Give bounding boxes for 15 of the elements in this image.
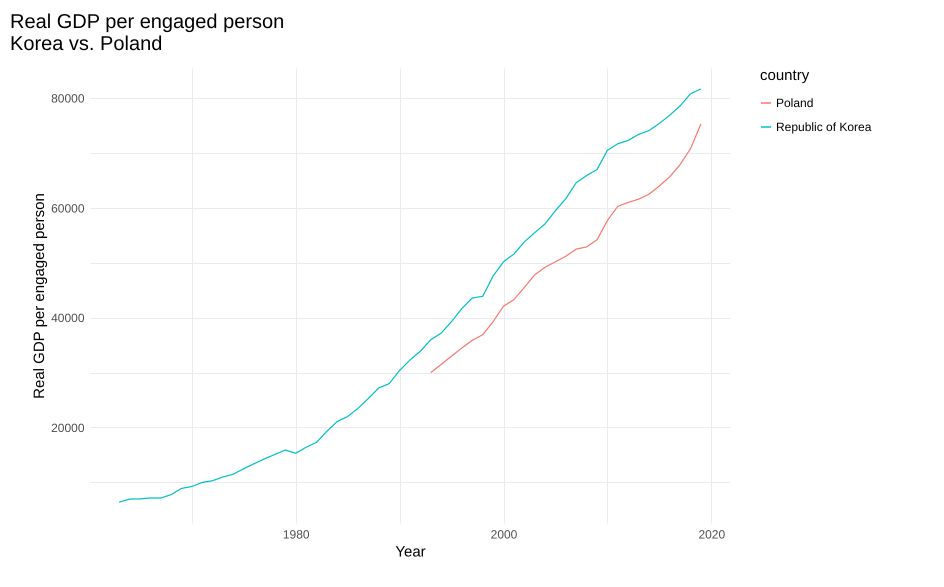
y-tick-label: 80000 [51, 92, 85, 106]
x-tick-label: 2020 [698, 528, 726, 542]
x-tick-label: 1980 [282, 528, 310, 542]
x-axis-title: Year [395, 544, 426, 560]
x-tick-label: 2000 [490, 528, 518, 542]
legend-label: Republic of Korea [776, 120, 872, 134]
y-tick-label: 20000 [51, 421, 85, 435]
legend-label: Poland [776, 96, 814, 110]
line-series [118, 88, 702, 503]
chart-title: Real GDP per engaged person Korea vs. Poland [10, 11, 284, 55]
legend-title: country [760, 67, 810, 84]
y-tick-label: 60000 [51, 201, 85, 216]
line-series [430, 123, 702, 374]
y-tick-label: 40000 [51, 311, 85, 326]
y-axis-title: Real GDP per engaged person [31, 193, 48, 399]
